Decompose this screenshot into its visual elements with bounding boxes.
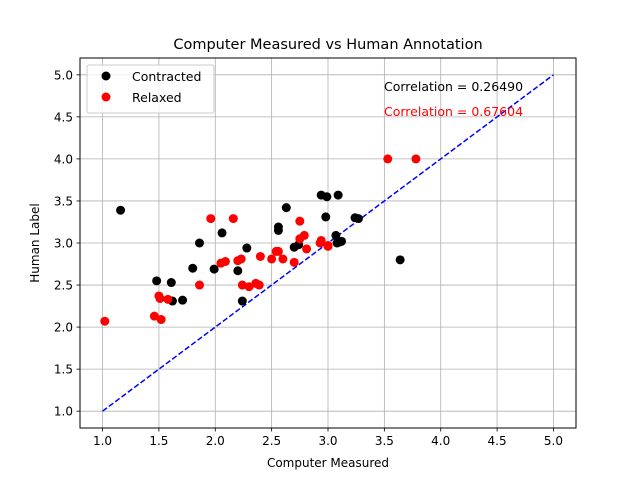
legend-marker-contracted [101, 71, 111, 81]
x-tick-label: 1.5 [149, 434, 168, 448]
data-point-relaxed [236, 254, 246, 264]
data-point-contracted [322, 192, 332, 202]
data-point-contracted [178, 295, 188, 305]
data-point-contracted [281, 203, 291, 213]
data-point-relaxed [244, 282, 254, 292]
data-point-contracted [337, 236, 347, 246]
data-point-relaxed [267, 254, 277, 264]
y-tick-label: 1.5 [54, 363, 73, 377]
x-tick-label: 3.5 [375, 434, 394, 448]
data-point-contracted [321, 212, 331, 222]
legend-label-relaxed: Relaxed [132, 90, 182, 105]
data-point-relaxed [220, 257, 230, 266]
data-point-relaxed [295, 216, 305, 226]
data-point-contracted [166, 278, 176, 288]
legend-label-contracted: Contracted [132, 69, 201, 84]
data-point-relaxed [149, 311, 159, 321]
data-point-relaxed [254, 280, 264, 290]
data-point-contracted [194, 238, 204, 248]
x-tick-label: 1.0 [93, 434, 112, 448]
data-points [100, 154, 421, 326]
y-tick-label: 3.0 [54, 237, 73, 251]
data-point-relaxed [323, 241, 333, 251]
y-tick-label: 3.5 [54, 194, 73, 208]
x-tick-label: 2.5 [262, 434, 281, 448]
data-point-relaxed [155, 294, 165, 303]
data-point-relaxed [163, 294, 173, 304]
data-point-contracted [353, 214, 363, 224]
data-point-relaxed [411, 154, 421, 164]
data-point-contracted [242, 243, 252, 253]
y-tick-label: 1.0 [54, 405, 73, 419]
correlation-relaxed: Correlation = 0.67604 [384, 104, 523, 119]
data-point-relaxed [156, 315, 166, 325]
y-tick-label: 2.0 [54, 321, 73, 335]
legend-marker-relaxed [101, 92, 111, 102]
data-point-relaxed [289, 257, 299, 267]
x-tick-label: 2.0 [206, 434, 225, 448]
series-relaxed [100, 154, 421, 326]
data-point-relaxed [299, 230, 309, 240]
data-point-contracted [152, 276, 162, 286]
data-point-relaxed [316, 235, 326, 245]
data-point-contracted [237, 296, 247, 306]
axis-ticks: 1.0 1.5 2.0 2.5 3.0 3.5 4.0 4.5 5.0 1.0 1.5 2.0 2.5 3… [54, 68, 563, 448]
data-point-contracted [188, 263, 198, 273]
data-point-contracted [116, 205, 126, 215]
data-point-relaxed [237, 280, 247, 290]
data-point-relaxed [100, 316, 110, 326]
legend-box [86, 64, 215, 114]
x-tick-label: 4.5 [488, 434, 507, 448]
chart-title: Computer Measured vs Human Annotation [173, 37, 482, 53]
data-point-contracted [217, 228, 227, 238]
data-point-contracted [333, 190, 343, 200]
x-tick-label: 4.0 [431, 434, 450, 448]
data-point-contracted [331, 230, 341, 240]
correlation-contracted: Correlation = 0.26490 [384, 79, 523, 94]
series-contracted [116, 190, 405, 306]
data-point-contracted [273, 222, 283, 232]
data-point-relaxed [278, 254, 288, 264]
y-tick-label: 4.0 [54, 152, 73, 166]
data-point-relaxed [228, 214, 238, 224]
data-point-relaxed [273, 246, 283, 256]
x-tick-label: 5.0 [544, 434, 563, 448]
data-point-relaxed [206, 214, 216, 224]
data-point-relaxed [383, 154, 393, 164]
data-point-contracted [395, 255, 405, 265]
data-point-contracted [233, 266, 243, 276]
y-tick-label: 4.5 [54, 110, 73, 124]
y-axis-label: Human Label [28, 203, 42, 282]
data-point-relaxed [302, 244, 312, 254]
x-tick-label: 3.0 [318, 434, 337, 448]
data-point-relaxed [255, 251, 265, 261]
data-point-contracted [209, 264, 219, 274]
x-axis-label: Computer Measured [267, 456, 389, 470]
y-tick-label: 5.0 [54, 68, 73, 82]
legend: Contracted Relaxed [86, 64, 215, 114]
y-tick-label: 2.5 [54, 279, 73, 293]
data-point-relaxed [194, 280, 204, 290]
